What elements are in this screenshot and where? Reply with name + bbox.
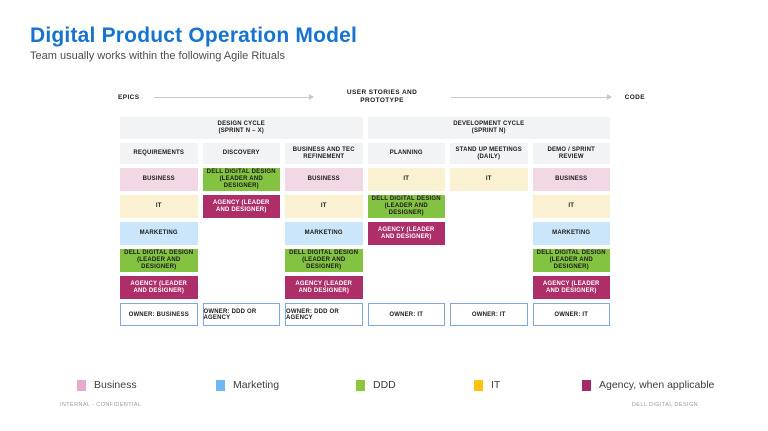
footer-classification: INTERNAL - CONFIDENTIAL [60,402,142,408]
legend-label: Agency, when applicable [599,379,715,391]
column-requirements: REQUIREMENTS BUSINESS IT MARKETING DELL … [120,143,198,326]
cell-it: IT [532,195,610,218]
column-header: PLANNING [367,143,445,164]
footer-brand: DELL DIGITAL DESIGN [631,402,698,408]
legend-label: DDD [373,379,396,391]
development-cycle-line2: (SPRINT N) [471,128,506,134]
cell-business: BUSINESS [285,168,363,191]
cell-empty [450,276,528,299]
cell-business: BUSINESS [532,168,610,191]
arrow-right-icon [153,94,315,100]
cell-it: IT [367,168,445,191]
cell-it: IT [450,168,528,191]
cell-empty [450,222,528,245]
arrow-right-icon [451,94,613,100]
flow-label-code: CODE [624,93,646,101]
flow-label-epics: EPICS [118,93,140,101]
column-header: BUSINESS AND TEC REFINEMENT [285,143,363,164]
cell-it: IT [120,195,198,218]
cell-agency: AGENCY (LEADER AND DESIGNER) [367,222,445,245]
development-cycle-line1: DEVELOPMENT CYCLE [453,120,525,127]
legend-label: IT [491,379,501,391]
column-business-tec-refinement: BUSINESS AND TEC REFINEMENT BUSINESS IT … [285,143,363,326]
cell-empty [203,249,281,272]
columns: REQUIREMENTS BUSINESS IT MARKETING DELL … [120,143,610,326]
legend-swatch-it-icon [474,379,483,391]
cell-marketing: MARKETING [532,222,610,245]
flow-label-user-stories-line2: PROTOTYPE [360,97,404,104]
cell-agency: AGENCY (LEADER AND DESIGNER) [532,276,610,299]
column-planning: PLANNING IT DELL DIGITAL DESIGN (LEADER … [367,143,446,326]
cell-empty [203,222,281,245]
column-header: DISCOVERY [202,143,280,164]
development-cycle-header: DEVELOPMENT CYCLE (SPRINT N) [367,117,610,139]
cell-agency: AGENCY (LEADER AND DESIGNER) [202,195,280,218]
legend-item-marketing: Marketing [216,379,279,391]
owner-box: OWNER: IT [532,303,610,326]
legend-item-it: IT [474,379,500,391]
cell-ddd: DELL DIGITAL DESIGN (LEADER AND DESIGNER… [367,195,445,218]
legend-swatch-agency-icon [582,379,591,391]
cell-empty [450,195,528,218]
page-subtitle: Team usually works within the following … [30,50,285,62]
owner-box: OWNER: BUSINESS [120,303,198,326]
cell-business: BUSINESS [120,168,198,191]
legend-item-agency: Agency, when applicable [582,379,714,391]
owner-box: OWNER: DDD OR AGENCY [202,303,280,326]
cell-empty [368,276,446,299]
cell-empty [203,276,281,299]
owner-box: OWNER: DDD OR AGENCY [285,303,363,326]
cell-ddd: DELL DIGITAL DESIGN (LEADER AND DESIGNER… [202,168,280,191]
design-cycle-line2: (SPRINT N – X) [218,128,264,134]
column-header: DEMO / SPRINT REVIEW [532,143,610,164]
cell-marketing: MARKETING [120,222,198,245]
column-demo-sprint-review: DEMO / SPRINT REVIEW BUSINESS IT MARKETI… [532,143,610,326]
flow-label-user-stories: USER STORIES AND PROTOTYPE [347,89,417,105]
legend-label: Marketing [233,379,280,391]
flow-row: EPICS USER STORIES AND PROTOTYPE CODE [118,88,645,106]
cell-agency: AGENCY (LEADER AND DESIGNER) [120,276,198,299]
legend-swatch-ddd-icon [356,379,365,391]
legend-swatch-marketing-icon [216,379,225,391]
column-header: STAND UP MEETINGS (DAILY) [450,143,528,164]
legend-label: Business [94,379,137,391]
design-cycle-header: DESIGN CYCLE (SPRINT N – X) [120,117,363,139]
design-cycle-line1: DESIGN CYCLE [217,120,265,127]
page-title: Digital Product Operation Model [30,24,358,47]
cell-ddd: DELL DIGITAL DESIGN (LEADER AND DESIGNER… [532,249,610,272]
cycle-row: DESIGN CYCLE (SPRINT N – X) DEVELOPMENT … [120,117,610,139]
cell-it: IT [285,195,363,218]
legend-item-ddd: DDD [356,379,396,391]
cell-ddd: DELL DIGITAL DESIGN (LEADER AND DESIGNER… [120,249,198,272]
cell-ddd: DELL DIGITAL DESIGN (LEADER AND DESIGNER… [285,249,363,272]
legend-swatch-business-icon [77,379,86,391]
column-discovery: DISCOVERY DELL DIGITAL DESIGN (LEADER AN… [202,143,281,326]
owner-box: OWNER: IT [367,303,445,326]
cell-marketing: MARKETING [285,222,363,245]
owner-box: OWNER: IT [450,303,528,326]
cell-agency: AGENCY (LEADER AND DESIGNER) [285,276,363,299]
legend-item-business: Business [77,379,137,391]
column-header: REQUIREMENTS [120,143,198,164]
cell-empty [368,249,446,272]
cell-empty [450,249,528,272]
rituals-table: DESIGN CYCLE (SPRINT N – X) DEVELOPMENT … [120,117,610,326]
flow-label-user-stories-line1: USER STORIES AND [346,89,418,96]
column-standup-meetings: STAND UP MEETINGS (DAILY) IT OWNER: IT [450,143,528,326]
